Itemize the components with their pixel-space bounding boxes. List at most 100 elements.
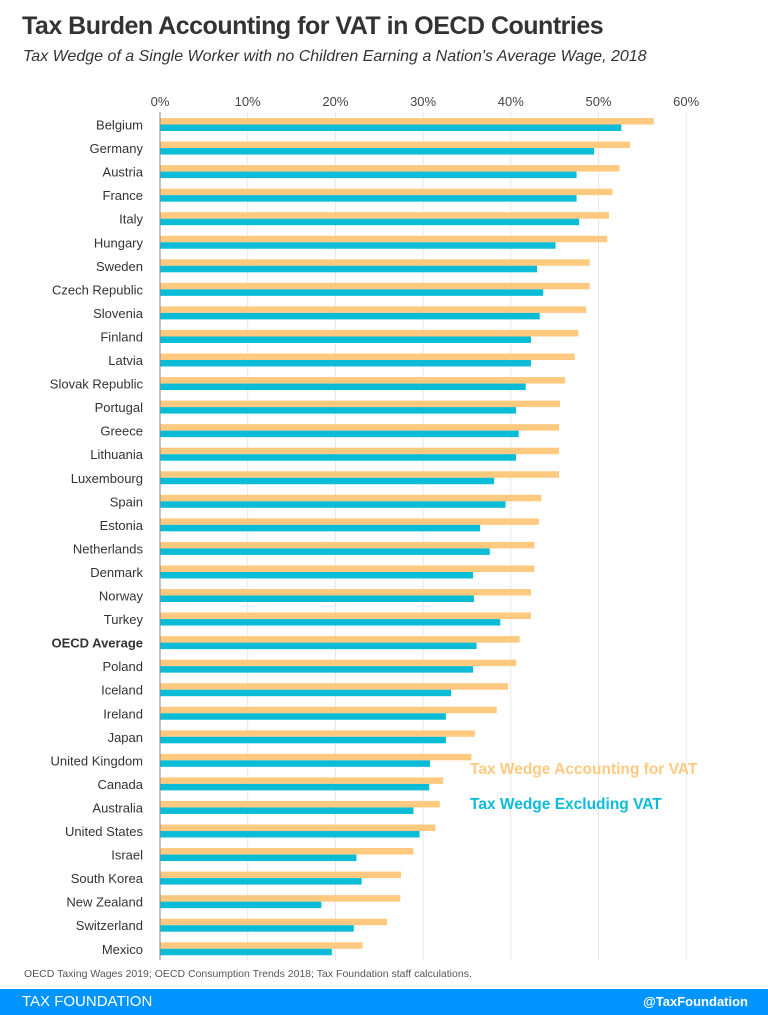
category-label: Austria (103, 165, 144, 180)
category-label: Ireland (103, 706, 143, 721)
category-label: Portugal (95, 400, 144, 415)
bar-vat (160, 118, 654, 125)
x-tick-label: 30% (410, 94, 436, 109)
bar-excl-vat (160, 807, 414, 814)
bar-vat (160, 895, 401, 902)
category-labels: Belgium Germany Austria France Italy Hungary S… (50, 118, 144, 957)
bar-excl-vat (160, 642, 477, 650)
bar-vat (160, 541, 535, 549)
category-label: United States (65, 824, 144, 839)
category-label: Israel (111, 848, 143, 863)
x-tick-label: 20% (322, 94, 348, 109)
x-tick-label: 10% (235, 94, 261, 109)
category-label: Turkey (104, 612, 144, 627)
bar-excl-vat (160, 783, 430, 791)
twitter-handle: @TaxFoundation (643, 994, 748, 1009)
bar-vat (160, 165, 620, 172)
bar-vat (160, 188, 613, 196)
category-label: Australia (92, 800, 143, 815)
bar-excl-vat (160, 548, 490, 555)
bar-vat (160, 589, 531, 596)
category-label: Canada (97, 777, 143, 792)
bar-excl-vat (160, 831, 420, 838)
bar-vat (160, 447, 560, 455)
category-label: South Korea (71, 871, 144, 886)
bar-excl-vat (160, 666, 474, 673)
bar-excl-vat (160, 595, 474, 602)
category-label: Hungary (94, 235, 144, 250)
category-label: Netherlands (73, 541, 144, 556)
bar-vat (160, 518, 539, 525)
bar-excl-vat (160, 925, 354, 932)
bar-vat (160, 259, 590, 266)
gridlines (247, 112, 687, 960)
category-label: Iceland (101, 683, 143, 698)
category-label: Italy (119, 212, 143, 227)
bar-excl-vat (160, 336, 531, 343)
category-label: Denmark (90, 565, 143, 580)
bar-excl-vat (160, 430, 519, 438)
bar-chart: 0% 10% 20% 30% 40% 50% 60% Belgium Germany Austr… (50, 94, 700, 960)
category-label: Estonia (100, 518, 144, 533)
category-label: Finland (100, 329, 143, 344)
bar-excl-vat (160, 360, 531, 367)
bar-vat (160, 848, 414, 855)
bar-vat (160, 424, 560, 431)
bar-excl-vat (160, 289, 544, 296)
bar-vat (160, 400, 560, 408)
category-label: Czech Republic (52, 282, 144, 297)
bar-excl-vat (160, 265, 538, 273)
category-label: New Zealand (66, 895, 143, 910)
bar-excl-vat (160, 571, 474, 579)
bar-excl-vat (160, 124, 622, 131)
bar-excl-vat (160, 689, 452, 697)
bar-excl-vat (160, 901, 322, 909)
bar-vat (160, 636, 520, 643)
source-note: OECD Taxing Wages 2019; OECD Consumption… (24, 968, 472, 980)
chart-title: Tax Burden Accounting for VAT in OECD Co… (22, 12, 604, 40)
category-label: Lithuania (90, 447, 144, 462)
bar-vat (160, 706, 497, 714)
bar-vat (160, 329, 579, 337)
bar-vat (160, 824, 436, 831)
legend-excl-vat: Tax Wedge Excluding VAT (470, 796, 662, 813)
bar-excl-vat (160, 242, 556, 249)
bar-excl-vat (160, 383, 526, 391)
bar-excl-vat (160, 713, 446, 720)
bar-vat (160, 471, 560, 478)
x-tick-label: 0% (151, 94, 170, 109)
bar-excl-vat (160, 501, 506, 508)
category-label: Germany (90, 141, 144, 156)
bar-excl-vat (160, 760, 431, 767)
bar-vat (160, 612, 531, 620)
bar-excl-vat (160, 619, 501, 626)
bars (160, 118, 654, 956)
bar-vat (160, 212, 610, 219)
bar-vat (160, 683, 509, 690)
bar-excl-vat (160, 736, 446, 744)
category-label: OECD Average (51, 636, 143, 651)
category-label: Slovak Republic (50, 377, 144, 392)
bar-excl-vat (160, 454, 517, 461)
category-label: Poland (103, 659, 143, 674)
bar-vat (160, 235, 608, 243)
bar-vat (160, 377, 566, 384)
bar-excl-vat (160, 477, 495, 485)
bar-excl-vat (160, 171, 577, 179)
x-tick-label: 60% (673, 94, 699, 109)
category-label: United Kingdom (51, 753, 144, 768)
bar-excl-vat (160, 407, 517, 414)
legend-vat: Tax Wedge Accounting for VAT (470, 761, 698, 778)
category-label: Switzerland (76, 918, 143, 933)
bar-vat (160, 871, 402, 879)
bar-excl-vat (160, 948, 332, 956)
bar-excl-vat (160, 148, 595, 155)
bar-vat (160, 942, 363, 949)
bar-vat (160, 918, 388, 926)
bar-vat (160, 800, 440, 808)
bar-vat (160, 565, 535, 572)
bar-vat (160, 659, 517, 667)
bar-excl-vat (160, 524, 481, 532)
category-label: France (103, 188, 143, 203)
bar-vat (160, 730, 475, 737)
